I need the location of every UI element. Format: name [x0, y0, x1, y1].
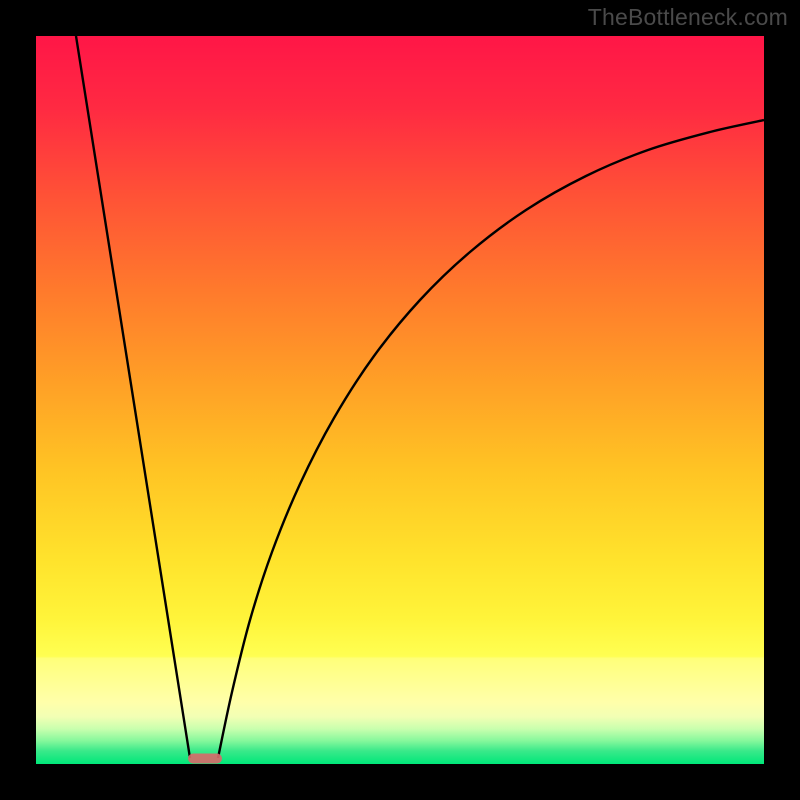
- chart-stage: TheBottleneck.com: [0, 0, 800, 800]
- gradient-background: [36, 36, 764, 764]
- watermark-link[interactable]: TheBottleneck.com: [588, 4, 788, 31]
- minimum-marker: [188, 754, 222, 764]
- bottleneck-plot: [0, 0, 800, 800]
